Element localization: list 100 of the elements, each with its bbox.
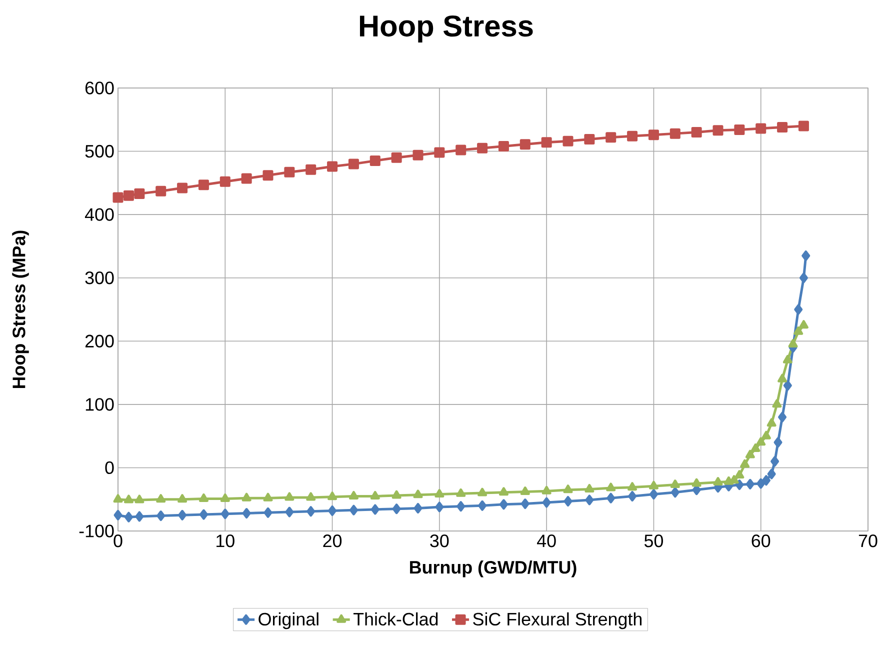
point bbox=[762, 430, 771, 440]
point bbox=[477, 142, 488, 154]
y-tick-label: 500 bbox=[85, 144, 114, 158]
point bbox=[392, 504, 401, 514]
point bbox=[241, 173, 252, 184]
point bbox=[199, 493, 208, 502]
point bbox=[782, 354, 792, 364]
point bbox=[328, 492, 337, 500]
point bbox=[584, 134, 595, 145]
point bbox=[692, 478, 702, 487]
point bbox=[750, 443, 760, 452]
point bbox=[499, 487, 508, 496]
point bbox=[802, 250, 810, 261]
point bbox=[435, 502, 444, 512]
point bbox=[242, 492, 252, 502]
point bbox=[762, 475, 770, 486]
point bbox=[564, 496, 572, 507]
point bbox=[413, 490, 423, 498]
point bbox=[177, 182, 188, 194]
point bbox=[178, 494, 187, 503]
point bbox=[306, 164, 316, 175]
point bbox=[766, 418, 776, 427]
point bbox=[498, 140, 509, 152]
point bbox=[735, 480, 744, 490]
point bbox=[788, 339, 798, 348]
point bbox=[746, 478, 754, 490]
point bbox=[112, 192, 124, 203]
point bbox=[220, 493, 230, 502]
point bbox=[740, 459, 750, 468]
point bbox=[178, 510, 187, 520]
point bbox=[648, 130, 659, 140]
x-tick-label: 0 bbox=[114, 534, 122, 548]
point bbox=[123, 190, 134, 201]
point bbox=[263, 492, 273, 502]
x-tick-label: 70 bbox=[858, 534, 878, 548]
x-tick-label: 50 bbox=[644, 534, 663, 548]
point bbox=[606, 492, 616, 504]
point bbox=[348, 158, 359, 170]
point bbox=[124, 494, 134, 504]
x-tick-label: 60 bbox=[752, 534, 770, 548]
point bbox=[284, 492, 294, 501]
point bbox=[156, 186, 166, 196]
point bbox=[778, 374, 788, 382]
point bbox=[649, 480, 658, 490]
point bbox=[542, 497, 551, 508]
point bbox=[306, 506, 316, 517]
point bbox=[349, 504, 358, 516]
point bbox=[434, 489, 444, 498]
x-tick-label: 10 bbox=[216, 534, 234, 548]
point bbox=[772, 399, 782, 408]
point bbox=[520, 139, 530, 150]
x-tick-label: 30 bbox=[430, 534, 449, 548]
y-tick-label: 200 bbox=[85, 334, 114, 348]
point bbox=[734, 124, 745, 136]
point bbox=[391, 152, 402, 163]
point bbox=[478, 488, 488, 496]
point bbox=[199, 509, 208, 520]
x-tick-label: 20 bbox=[323, 534, 342, 548]
point bbox=[584, 484, 594, 492]
point bbox=[264, 507, 272, 518]
legend-label: SiC Flexural Strength bbox=[473, 612, 642, 630]
point bbox=[670, 487, 680, 498]
point bbox=[456, 144, 466, 156]
point bbox=[670, 480, 680, 488]
point bbox=[114, 510, 122, 520]
point bbox=[456, 501, 466, 512]
y-tick-label: 600 bbox=[85, 82, 114, 94]
point bbox=[370, 504, 380, 515]
point bbox=[156, 494, 166, 503]
point bbox=[713, 477, 723, 486]
y-axis-title: Hoop Stress (MPa) bbox=[12, 230, 29, 388]
point bbox=[113, 494, 123, 503]
point bbox=[649, 489, 658, 500]
point bbox=[541, 137, 552, 148]
point bbox=[756, 123, 766, 134]
point bbox=[606, 482, 616, 492]
point bbox=[124, 512, 133, 522]
point bbox=[327, 161, 338, 172]
point bbox=[220, 176, 230, 187]
point bbox=[745, 450, 755, 458]
point bbox=[134, 188, 145, 199]
point bbox=[412, 150, 424, 160]
point bbox=[220, 508, 230, 520]
point bbox=[414, 502, 422, 514]
legend-label: Original bbox=[258, 612, 318, 630]
point bbox=[198, 180, 209, 190]
chart-title: Hoop Stress bbox=[360, 15, 533, 43]
point bbox=[328, 505, 337, 516]
point bbox=[670, 128, 680, 139]
y-tick-label: 100 bbox=[86, 398, 114, 411]
point bbox=[756, 437, 766, 446]
point bbox=[712, 125, 724, 136]
point bbox=[520, 498, 530, 510]
point bbox=[542, 486, 552, 494]
point bbox=[794, 326, 804, 335]
point bbox=[770, 456, 780, 467]
x-axis-title: Burnup (GWD/MTU) bbox=[410, 560, 576, 578]
point bbox=[794, 304, 803, 315]
y-tick-label: 0 bbox=[105, 461, 114, 474]
point bbox=[392, 490, 402, 499]
